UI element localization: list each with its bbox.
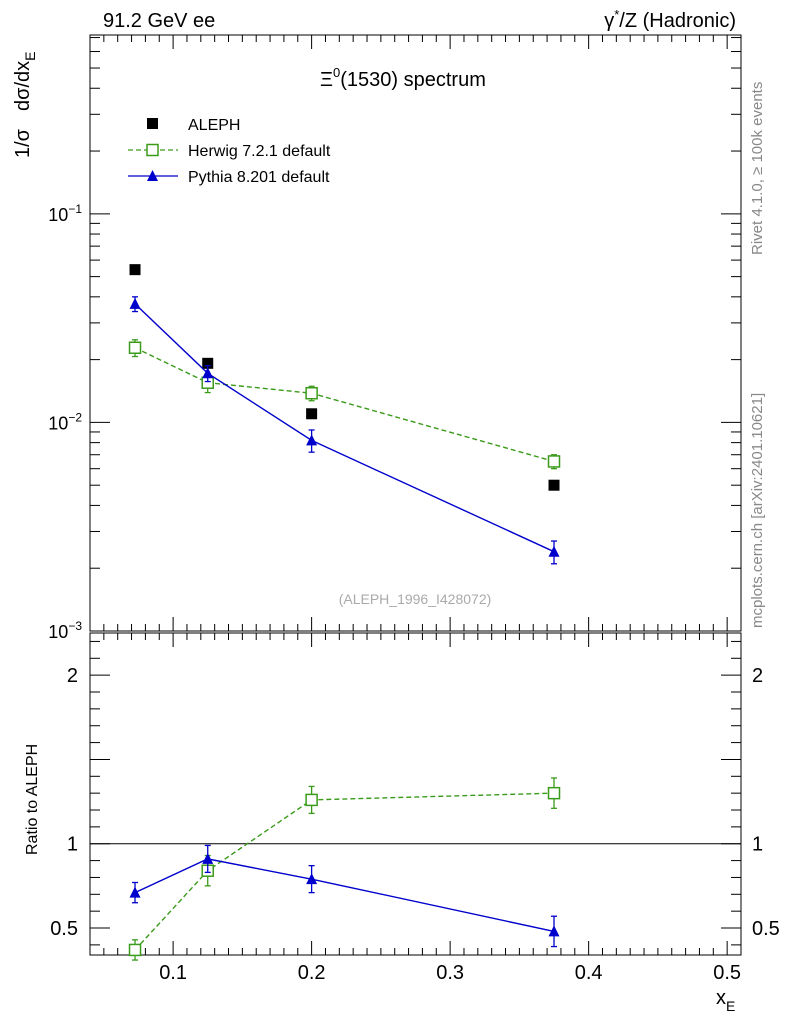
x-axis-label: xE <box>716 987 735 1014</box>
ylabel-norm: 1/σ <box>12 128 34 158</box>
ratio-line-herwig <box>134 792 555 951</box>
spectrum-point-aleph <box>306 408 318 420</box>
tick-label-base: 10 <box>48 205 68 225</box>
ratio-x-tick-label: 0.1 <box>159 962 187 984</box>
spectrum-line-pythia <box>134 303 555 553</box>
spectrum-point-pythia <box>129 297 141 309</box>
legend-label-aleph: ALEPH <box>188 117 240 134</box>
ratio-data-layer <box>128 777 561 961</box>
spectrum-line-herwig <box>134 347 555 463</box>
ratio-y-tick-label-left: 0.5 <box>50 918 78 940</box>
x-axis-label-sub: E <box>726 998 735 1014</box>
legend-label-herwig: Herwig 7.2.1 default <box>188 143 331 160</box>
legend-marker-aleph <box>147 118 158 129</box>
ratio-point-herwig <box>128 943 142 957</box>
ratio-x-tick-labels: 0.1 0.2 0.3 0.4 0.5 <box>159 962 741 984</box>
spectrum-title: Ξ0(1530) spectrum <box>320 65 486 91</box>
legend-entry-pythia: Pythia 8.201 default <box>128 169 330 186</box>
tick-label-exponent: −3 <box>68 619 82 633</box>
legend-marker-pythia <box>147 170 158 181</box>
x-axis-label-base: x <box>716 987 726 1009</box>
spectrum-title-sup: 0 <box>333 65 340 80</box>
ratio-x-tick-label: 0.4 <box>575 962 603 984</box>
legend-label-pythia: Pythia 8.201 default <box>188 169 330 186</box>
spectrum-axis-ticks <box>90 35 742 632</box>
ratio-point-pythia <box>202 852 214 864</box>
rivet-version-label: Rivet 4.1.0, ≥ 100k events <box>749 82 766 255</box>
spectrum-title-base: Ξ <box>320 69 333 91</box>
header-process-gamma: γ <box>604 10 614 32</box>
legend-entry-aleph: ALEPH <box>147 117 240 134</box>
ratio-y-tick-label-right: 0.5 <box>752 918 780 940</box>
spectrum-y-tick-labels: 10−110−210−3 <box>48 202 82 642</box>
ratio-x-tick-label: 0.3 <box>436 962 464 984</box>
legend-entry-herwig: Herwig 7.2.1 default <box>128 143 331 160</box>
ratio-axis-ticks <box>90 633 742 955</box>
analysis-watermark: (ALEPH_1996_I428072) <box>339 591 492 607</box>
ratio-y-axis-label: Ratio to ALEPH <box>24 744 41 855</box>
ratio-y-tick-labels: 0.5 0.5 1 1 2 2 <box>50 665 780 940</box>
header-energy-label: 91.2 GeV ee <box>103 10 215 32</box>
spectrum-title-rest: (1530) spectrum <box>340 69 486 91</box>
ratio-y-tick-label-right: 2 <box>752 665 763 687</box>
spectrum-y-axis-label: 1/σ dσ/dxE <box>12 51 38 158</box>
ratio-point-herwig <box>305 793 318 807</box>
tick-label-exponent: −2 <box>68 410 82 424</box>
legend: ALEPH Herwig 7.2.1 default Pythia 8.201 … <box>128 117 331 186</box>
spectrum-point-herwig <box>305 386 318 400</box>
ylabel-subscript: E <box>22 51 38 60</box>
header-process-label: γ*/Z (Hadronic) <box>604 7 736 32</box>
spectrum-point-aleph <box>129 264 141 276</box>
header-process-star: * <box>614 7 619 22</box>
spectrum-y-tick-label: 10−3 <box>48 619 82 642</box>
ratio-y-tick-label-right: 1 <box>752 834 763 856</box>
ratio-point-pythia <box>129 886 141 898</box>
spectrum-y-tick-label: 10−1 <box>48 202 82 225</box>
ratio-point-pythia <box>548 925 560 937</box>
tick-label-base: 10 <box>48 622 68 642</box>
ratio-point-pythia <box>306 873 318 885</box>
spectrum-point-aleph <box>202 357 214 369</box>
ylabel-derivative: dσ/dx <box>12 61 34 111</box>
ratio-panel: 0.5 0.5 1 1 2 2 0.1 0.2 0.3 0.4 0.5 Ratio to ALEP… <box>24 632 780 1014</box>
spectrum-point-herwig <box>128 341 142 355</box>
ratio-y-tick-label-left: 1 <box>67 834 78 856</box>
spectrum-y-tick-label: 10−2 <box>48 410 82 433</box>
ratio-y-tick-label-left: 2 <box>67 665 78 687</box>
mcplots-label: mcplots.cern.ch [arXiv:2401.10621] <box>749 393 766 628</box>
spectrum-panel-frame <box>89 34 742 632</box>
spectrum-point-pythia <box>202 367 214 379</box>
ratio-point-herwig <box>547 786 561 800</box>
ratio-x-tick-label: 0.5 <box>713 962 741 984</box>
tick-label-base: 10 <box>48 413 68 433</box>
tick-label-exponent: −1 <box>68 202 82 216</box>
ratio-panel-frame <box>89 632 742 956</box>
spectrum-data-layer <box>128 264 561 565</box>
spectrum-point-aleph <box>548 479 560 491</box>
spectrum-point-pythia <box>306 434 318 446</box>
legend-marker-herwig <box>146 143 159 157</box>
header-process-rest: /Z (Hadronic) <box>619 10 736 32</box>
ratio-x-tick-label: 0.2 <box>298 962 326 984</box>
spectrum-point-herwig <box>547 455 561 468</box>
ratio-line-pythia <box>134 858 555 933</box>
spectrum-point-pythia <box>548 545 560 557</box>
spectrum-panel: 10−110−210−3 Ξ0(1530) spectrum 1/σdσ/dxE… <box>12 34 742 642</box>
